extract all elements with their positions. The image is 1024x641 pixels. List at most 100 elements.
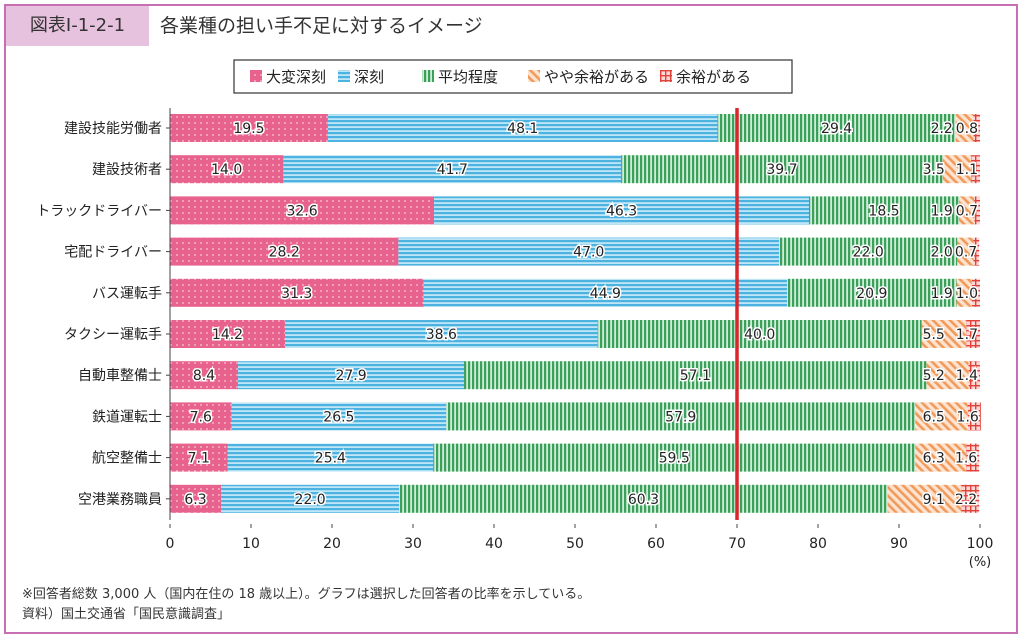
value-label-leeway: 1.7	[956, 327, 978, 343]
figure-label: 図表Ⅰ-1-2-1	[6, 6, 149, 46]
footnote-note: ※回答者総数 3,000 人（国内在住の 18 歳以上）。グラフは選択した回答者…	[22, 587, 591, 602]
figure-frame	[4, 4, 1018, 634]
bar-segment-some-leeway	[926, 361, 969, 390]
value-label-average: 60.3	[628, 492, 659, 508]
bar-segment-leeway	[971, 278, 980, 307]
bar-segment-average	[433, 443, 916, 472]
bar-segment-serious	[221, 484, 400, 513]
value-label-leeway: 1.0	[956, 286, 978, 302]
legend-label-leeway: 余裕がある	[676, 68, 751, 86]
value-label-serious: 47.0	[573, 245, 604, 261]
chart-legend: 大変深刻 深刻 平均程度 やや余裕がある 余裕がある	[233, 59, 793, 94]
value-label-serious: 46.3	[606, 203, 637, 219]
category-label: 鉄道運転士	[92, 409, 162, 425]
bar-segment-leeway	[966, 320, 980, 348]
value-label-some-leeway: 3.5	[923, 162, 945, 178]
legend-label-very-serious: 大変深刻	[266, 68, 326, 86]
bar-segment-very-serious	[170, 278, 424, 307]
legend-swatch-some-leeway	[528, 70, 540, 82]
bar-segment-serious	[238, 361, 465, 390]
bar-segment-average	[779, 237, 958, 266]
bar-segment-average	[464, 361, 927, 390]
value-label-very-serious: 14.2	[212, 327, 243, 343]
value-label-serious: 41.7	[437, 162, 468, 178]
legend-label-serious: 深刻	[354, 68, 384, 86]
bar-segment-leeway	[967, 402, 981, 431]
legend-swatch-serious	[338, 70, 350, 82]
x-tick-label: 100	[967, 536, 994, 552]
value-label-average: 40.0	[744, 327, 775, 343]
x-tick-label: 20	[323, 536, 341, 552]
legend-swatch-very-serious	[250, 70, 262, 82]
value-label-very-serious: 19.5	[233, 121, 264, 137]
value-label-leeway: 1.6	[957, 409, 979, 425]
bar-segment-very-serious	[170, 320, 286, 348]
value-label-average: 29.4	[821, 121, 852, 137]
value-label-average: 22.0	[853, 245, 884, 261]
bar-segment-serious	[434, 196, 810, 225]
category-label: 宅配ドライバー	[64, 245, 162, 261]
bar-segment-some-leeway	[942, 155, 972, 184]
value-label-serious: 22.0	[295, 492, 326, 508]
x-tick-label: 90	[890, 536, 908, 552]
value-label-serious: 26.5	[323, 409, 354, 425]
bar-segment-some-leeway	[915, 402, 968, 431]
bar-segment-some-leeway	[956, 278, 972, 307]
value-label-leeway: 0.7	[956, 203, 978, 219]
category-label: タクシー運転手	[64, 327, 162, 343]
value-label-serious: 27.9	[335, 368, 366, 384]
value-label-very-serious: 7.6	[190, 409, 212, 425]
x-tick-label: 60	[647, 536, 665, 552]
bar-segment-serious	[423, 278, 788, 307]
value-label-average: 18.5	[868, 203, 899, 219]
value-label-average: 57.1	[680, 368, 711, 384]
legend-box	[233, 59, 793, 94]
bar-segment-some-leeway	[915, 443, 967, 472]
x-tick-label: 40	[485, 536, 503, 552]
value-label-serious: 48.1	[507, 121, 538, 137]
value-label-serious: 25.4	[315, 451, 346, 467]
bar-segment-leeway	[974, 196, 980, 225]
legend-swatch-average	[422, 70, 434, 82]
category-label: 建設技術者	[92, 162, 162, 178]
x-unit-label: (%)	[969, 555, 992, 570]
value-label-serious: 44.9	[590, 286, 621, 302]
bar-segment-very-serious	[170, 402, 232, 431]
bar-segment-very-serious	[170, 443, 228, 472]
category-label: バス運転手	[92, 286, 162, 302]
x-tick-label: 80	[809, 536, 827, 552]
value-label-some-leeway: 1.9	[931, 203, 953, 219]
bar-segment-some-leeway	[887, 484, 962, 513]
legend-label-average: 平均程度	[438, 68, 498, 86]
value-label-very-serious: 6.3	[184, 492, 206, 508]
bar-segment-average	[787, 278, 957, 307]
value-label-very-serious: 32.6	[286, 203, 317, 219]
figure-title: 各業種の担い手不足に対するイメージ	[160, 15, 483, 37]
bar-segment-very-serious	[170, 237, 399, 266]
legend-label-some-leeway: やや余裕がある	[544, 68, 649, 86]
bar-segment-serious	[227, 443, 434, 472]
legend-swatch-leeway	[660, 70, 672, 82]
value-label-very-serious: 31.3	[281, 286, 312, 302]
category-label: 建設技能労働者	[64, 121, 162, 137]
value-label-very-serious: 7.1	[188, 451, 210, 467]
bar-segment-leeway	[966, 443, 980, 472]
bar-segment-average	[597, 320, 922, 348]
value-label-leeway: 1.6	[955, 451, 977, 467]
bar-segment-leeway	[973, 237, 980, 266]
bar-segment-serious	[398, 237, 780, 266]
value-label-very-serious: 8.4	[193, 368, 215, 384]
bar-segment-very-serious	[170, 196, 435, 225]
bar-segment-average	[717, 114, 956, 142]
bar-segment-some-leeway	[955, 114, 974, 142]
bar-segment-very-serious	[170, 361, 239, 390]
bar-segment-serious	[283, 155, 622, 184]
bar-segment-leeway	[968, 361, 980, 390]
bar-segment-leeway	[971, 155, 980, 184]
value-label-serious: 38.6	[426, 327, 457, 343]
value-label-leeway: 0.7	[955, 245, 977, 261]
bar-segment-serious	[327, 114, 718, 142]
value-label-very-serious: 28.2	[269, 245, 300, 261]
value-label-leeway: 1.4	[956, 368, 978, 384]
